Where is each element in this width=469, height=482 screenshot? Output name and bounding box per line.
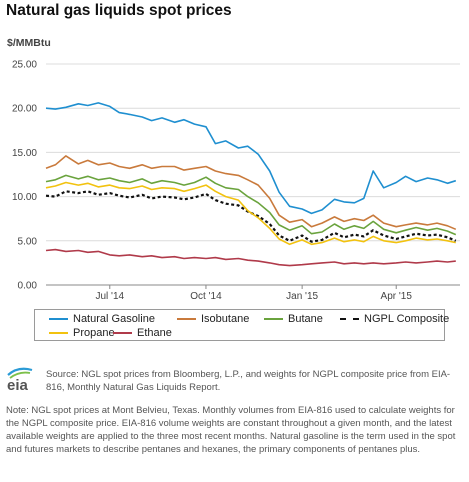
legend-item-natural-gasoline[interactable]: Natural Gasoline bbox=[49, 313, 155, 325]
x-axis-ticks: Jul '14 Oct '14 Jan '15 Apr '15 bbox=[95, 285, 412, 302]
legend-item-isobutane[interactable]: Isobutane bbox=[177, 313, 249, 325]
x-tick-label: Jul '14 bbox=[95, 291, 124, 302]
legend-label: Natural Gasoline bbox=[73, 313, 155, 325]
legend-label: Ethane bbox=[137, 327, 172, 339]
y-tick-label: 5.00 bbox=[18, 236, 38, 247]
legend-swatch bbox=[340, 318, 359, 320]
series-line-ethane bbox=[45, 248, 456, 267]
source-text: Source: NGL spot prices from Bloomberg, … bbox=[46, 369, 451, 393]
series-line-isobutane bbox=[45, 155, 457, 231]
legend-swatch bbox=[177, 318, 196, 320]
chart-series bbox=[45, 102, 457, 267]
legend-swatch bbox=[49, 318, 68, 320]
y-tick-label: 15.00 bbox=[12, 148, 37, 159]
y-tick-label: 25.00 bbox=[12, 60, 37, 71]
x-tick-label: Apr '15 bbox=[381, 291, 413, 302]
legend-label: NGPL Composite bbox=[364, 313, 450, 325]
eia-logo-icon: eia bbox=[7, 367, 33, 392]
x-tick-label: Oct '14 bbox=[190, 291, 222, 302]
y-tick-label: 0.00 bbox=[18, 281, 38, 292]
legend-swatch bbox=[113, 332, 132, 334]
legend-item-butane[interactable]: Butane bbox=[264, 313, 323, 325]
chart-legend: Natural Gasoline Isobutane Butane NGPL Comp… bbox=[34, 309, 449, 341]
legend-label: Butane bbox=[288, 313, 323, 325]
legend-label: Propane bbox=[73, 327, 115, 339]
chart-title: Natural gas liquids spot prices bbox=[6, 2, 232, 19]
eia-logo-text: eia bbox=[7, 377, 29, 392]
series-line-natural-gasoline bbox=[45, 102, 457, 215]
legend-swatch bbox=[49, 332, 68, 334]
series-line-butane bbox=[45, 174, 457, 236]
line-chart: $/MMBtu 0.00 5.00 10.00 15.00 20.00 25.00 Jul… bbox=[7, 37, 460, 302]
legend-item-ngpl-composite[interactable]: NGPL Composite bbox=[340, 313, 449, 325]
y-tick-label: 10.00 bbox=[12, 192, 37, 203]
x-tick-label: Jan '15 bbox=[286, 291, 318, 302]
y-axis-unit-label: $/MMBtu bbox=[7, 37, 51, 49]
y-axis-ticks: 0.00 5.00 10.00 15.00 20.00 25.00 bbox=[12, 60, 37, 292]
legend-label: Isobutane bbox=[201, 313, 250, 325]
legend-item-propane[interactable]: Propane bbox=[49, 327, 115, 339]
note-text: Note: NGL spot prices at Mont Belvieu, T… bbox=[6, 405, 456, 455]
chart-gridlines bbox=[46, 63, 460, 286]
legend-swatch bbox=[264, 318, 283, 320]
legend-item-ethane[interactable]: Ethane bbox=[113, 327, 172, 339]
y-tick-label: 20.00 bbox=[12, 104, 37, 115]
series-line-propane bbox=[45, 181, 456, 246]
